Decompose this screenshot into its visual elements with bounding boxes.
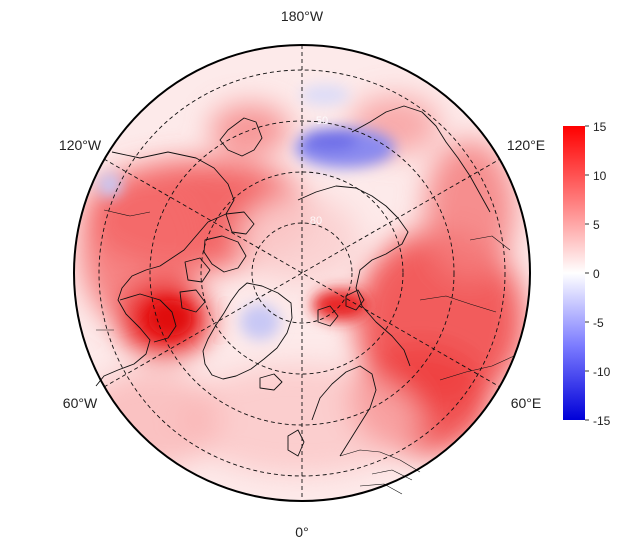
colorbar-tick-label: 0 [593,267,600,281]
longitude-label-0: 0° [295,524,308,540]
colorbar-tick-label: 15 [593,120,607,134]
graticule [98,45,506,501]
iceland-outline [259,373,283,391]
longitude-label-120w: 120°W [59,137,102,153]
greenland-outline [202,282,293,380]
longitude-label-180w: 180°W [281,8,324,24]
colorbar-tick-marks [585,125,589,421]
colorbar-tick-label: 10 [593,169,607,183]
longitude-label-60e: 60°E [511,395,542,411]
eurasia-coast [297,185,411,367]
siberia-coast [351,105,491,213]
latitude-circle-70 [200,171,404,375]
svalbard-outline [317,305,339,327]
colorbar: 15 10 5 0 -5 -10 -15 [563,120,611,428]
coastlines [95,105,515,495]
uk-outline [287,429,305,457]
longitude-label-60w: 60°W [63,395,98,411]
asia-borders [419,235,515,381]
hudson-bay-coast [119,293,177,343]
novaya-zemlya-outline [345,289,365,311]
temperature-anomaly-field [74,45,530,501]
meridian-60w-120e [103,158,501,388]
meridian-120w-60e [103,158,501,388]
colorbar-tick-label: -5 [593,316,604,330]
map-boundary [73,44,531,502]
north-america-borders [96,209,151,331]
latitude-label-50: 50 [316,115,328,127]
colorbar-tick-label: -10 [593,365,611,379]
arctic-archipelago-outline [179,211,255,313]
north-america-coast [95,151,235,387]
latitude-label-80: 80 [310,215,322,227]
colorbar-tick-label: -15 [593,414,611,428]
longitude-label-120e: 120°E [507,137,545,153]
colorbar-tick-label: 5 [593,218,600,232]
colorbar-gradient [563,126,585,420]
latitude-circle-80 [251,222,353,324]
scandinavia-coast [311,365,377,457]
